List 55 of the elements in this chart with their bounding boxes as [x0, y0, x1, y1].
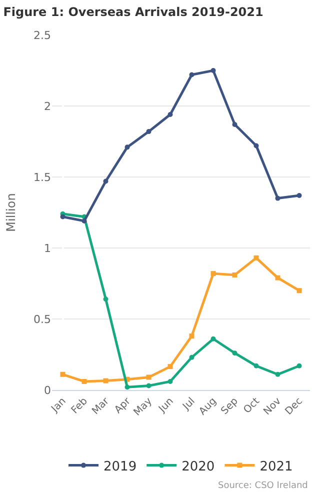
point: [146, 374, 152, 380]
legend-label: 2021: [260, 459, 293, 474]
y-axis-title: Million: [4, 193, 18, 232]
point: [296, 288, 302, 294]
legend-label: 2020: [182, 459, 215, 474]
point: [168, 378, 173, 384]
point: [146, 129, 152, 134]
source-note: Source: CSO Ireland: [218, 481, 308, 491]
x-tick-label: Sep: [219, 396, 240, 417]
point: [232, 272, 238, 278]
point: [103, 378, 108, 384]
x-tick-label: Feb: [70, 396, 90, 416]
point: [60, 214, 66, 220]
point: [254, 363, 259, 368]
x-tick-label: Mar: [90, 395, 112, 418]
y-tick-label: 2: [44, 100, 51, 113]
point: [82, 378, 87, 384]
x-tick-label: Jul: [180, 396, 198, 413]
point: [232, 122, 238, 127]
point: [296, 192, 302, 198]
point: [189, 334, 194, 339]
x-tick-label: Jan: [49, 396, 68, 416]
point: [146, 383, 152, 388]
point: [124, 144, 130, 150]
point: [189, 354, 194, 360]
x-tick-label: Oct: [242, 396, 262, 416]
point: [124, 384, 130, 390]
point: [254, 143, 259, 148]
point: [82, 218, 87, 224]
point: [168, 364, 173, 370]
point: [275, 372, 280, 377]
y-tick-label: 1.5: [34, 170, 51, 184]
point: [189, 72, 194, 78]
point: [275, 275, 280, 280]
x-tick-label: Jun: [156, 396, 176, 416]
point: [103, 296, 108, 302]
point: [168, 112, 173, 118]
y-tick-label: 1: [44, 242, 51, 255]
legend-label: 2019: [104, 459, 137, 474]
point: [232, 350, 238, 356]
y-tick-label: 0.5: [34, 312, 51, 326]
x-tick-label: Dec: [283, 396, 305, 418]
point: [60, 372, 66, 377]
point: [275, 196, 280, 201]
y-tick-label: 0: [44, 384, 51, 397]
point: [103, 178, 108, 184]
point: [210, 336, 216, 342]
point: [296, 363, 302, 368]
x-tick-label: Apr: [112, 395, 134, 416]
point: [210, 271, 216, 276]
chart-title: Figure 1: Overseas Arrivals 2019-2021: [3, 4, 264, 19]
x-tick-label: Nov: [262, 396, 284, 418]
point: [254, 255, 259, 260]
y-tick-label: 2.5: [34, 28, 51, 42]
point: [210, 68, 216, 73]
